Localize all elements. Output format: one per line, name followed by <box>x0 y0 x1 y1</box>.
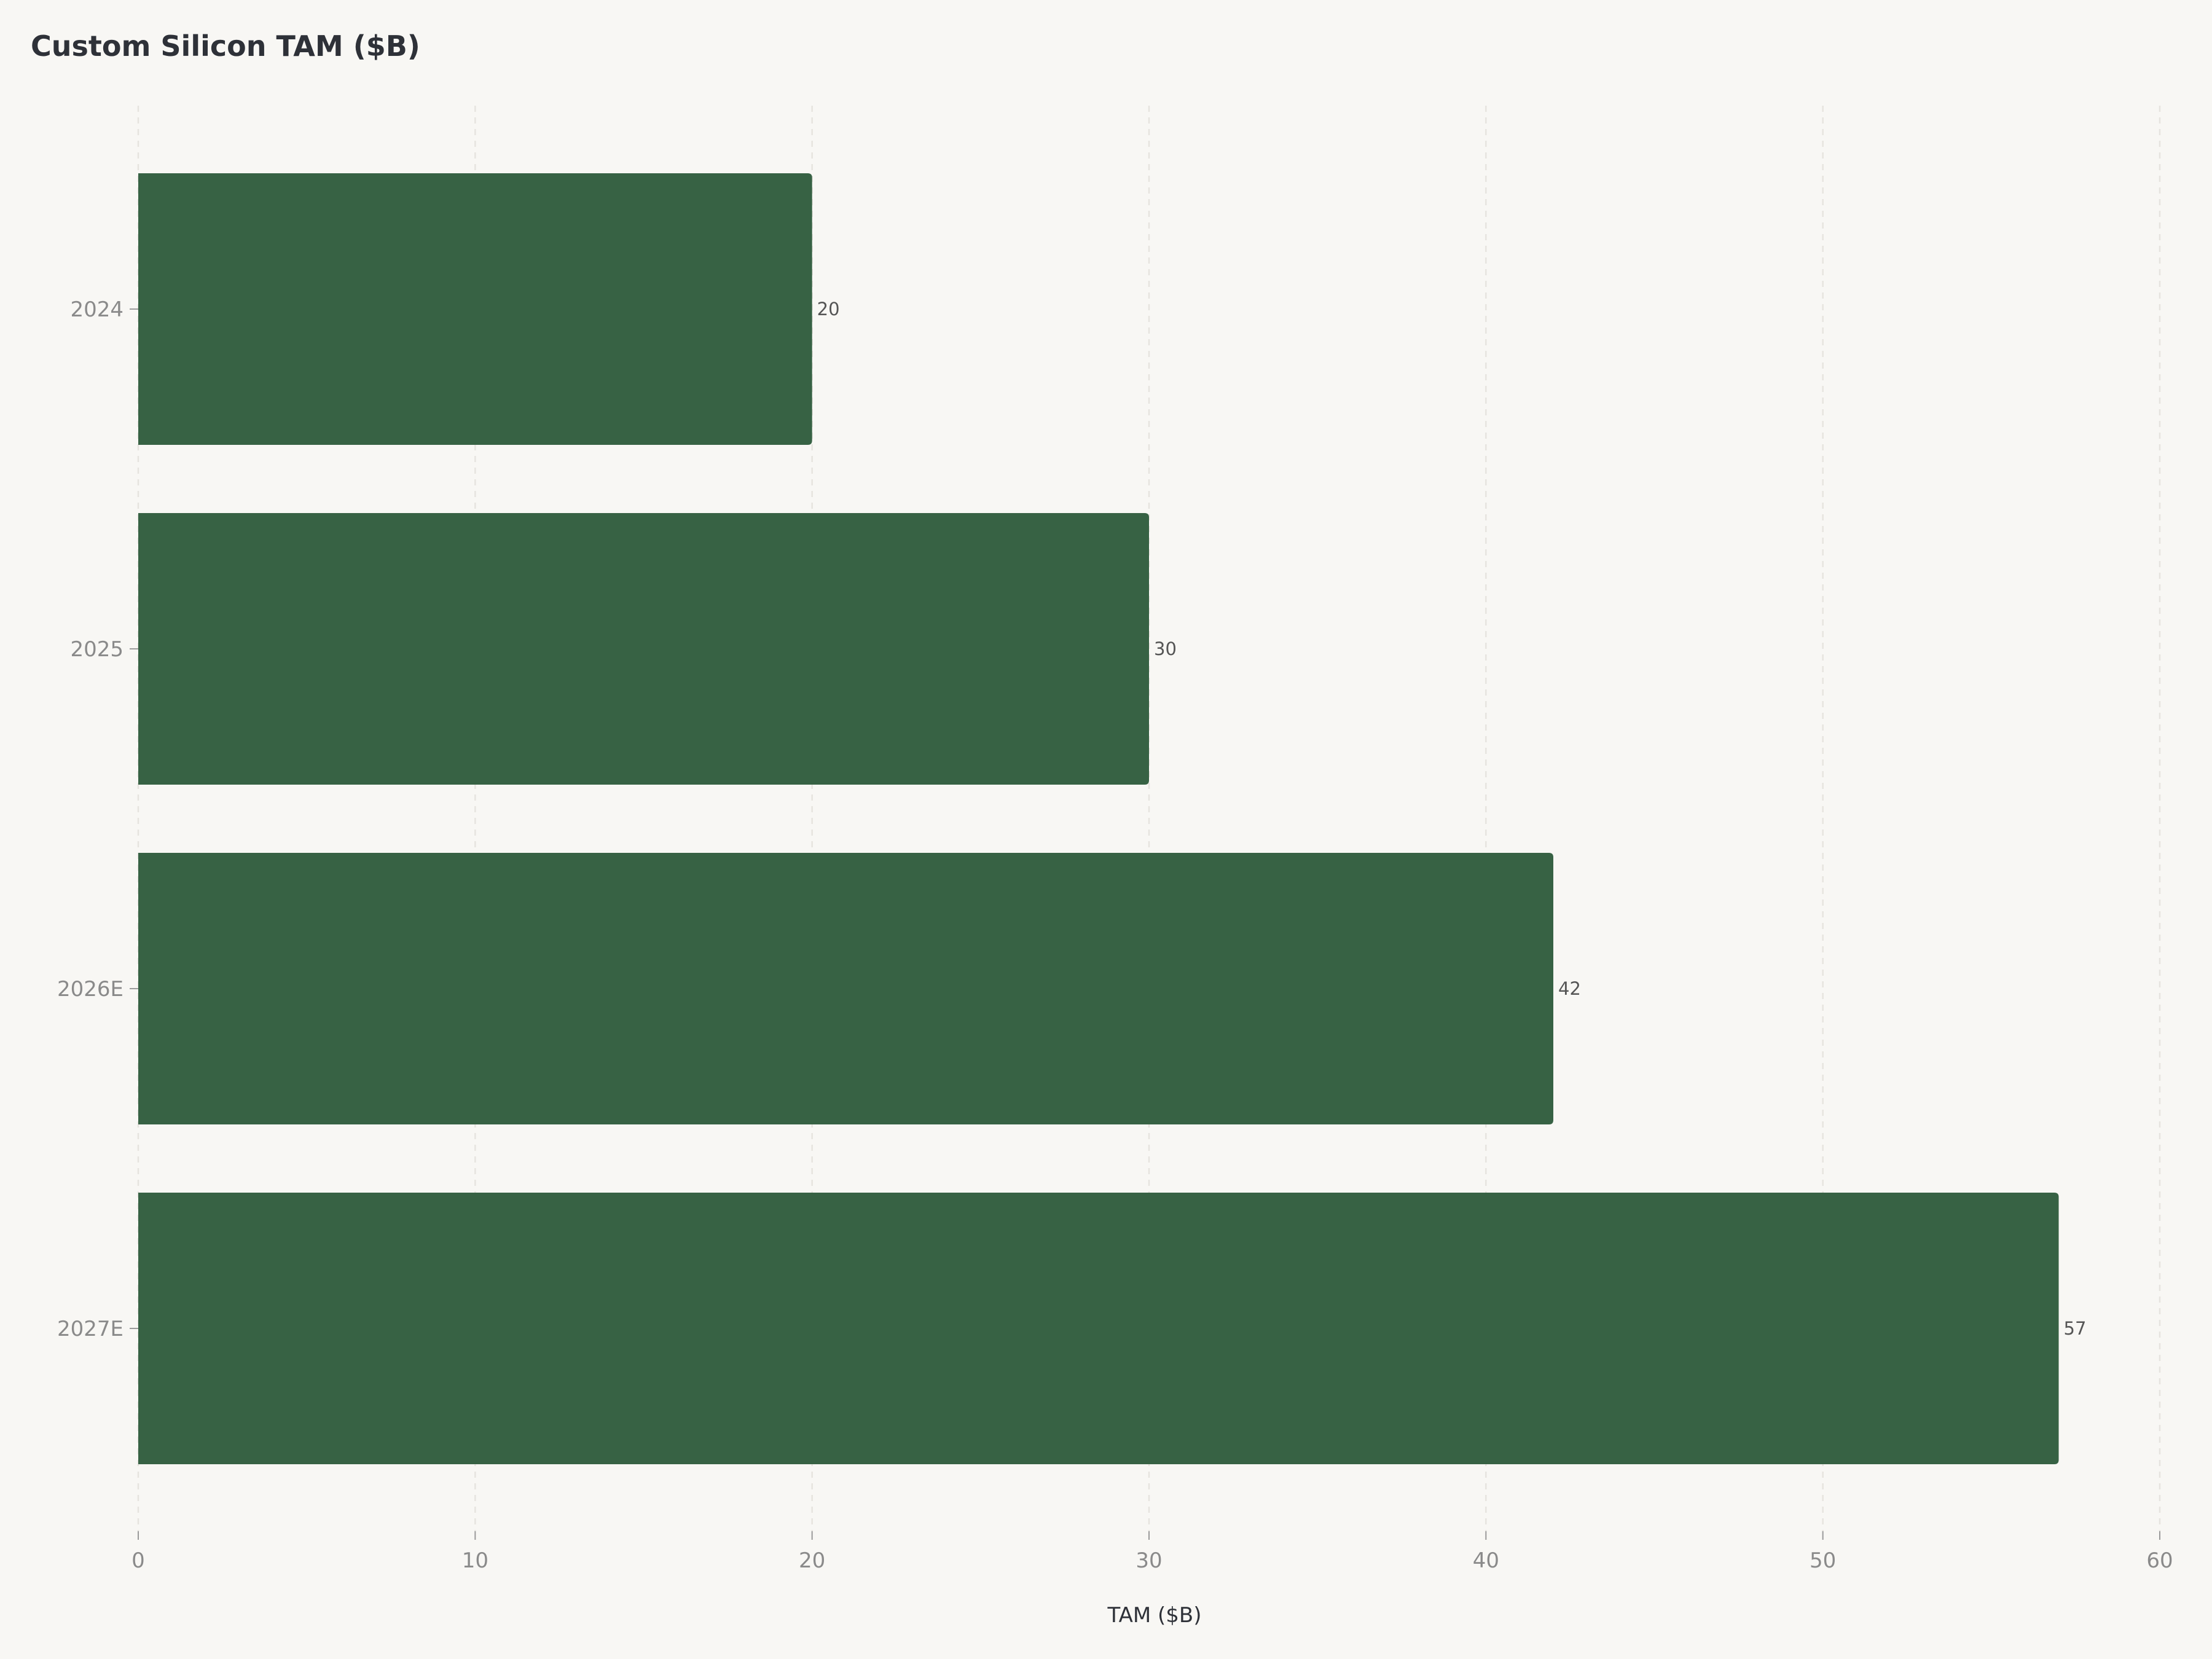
x-tick-label-40: 40 <box>1473 1548 1499 1573</box>
bar-2026E <box>138 853 1553 1124</box>
y-tick-label-2025: 2025 <box>70 637 124 662</box>
x-tick-label-50: 50 <box>1810 1548 1836 1573</box>
value-label-2026E: 42 <box>1558 978 1581 999</box>
x-axis-ticks: 0 10 20 30 40 50 60 <box>131 1531 2173 1573</box>
value-label-2025: 30 <box>1154 638 1177 659</box>
y-axis-ticks: 2024 2025 2026E 2027E <box>57 297 138 1341</box>
bar-2024 <box>138 173 812 445</box>
bar-2025 <box>138 513 1149 785</box>
y-tick-label-2024: 2024 <box>70 297 124 322</box>
x-axis-title: TAM ($B) <box>1107 1603 1201 1628</box>
x-tick-label-30: 30 <box>1135 1548 1162 1573</box>
y-tick-label-2027E: 2027E <box>57 1317 124 1341</box>
x-tick-label-0: 0 <box>131 1548 145 1573</box>
bars <box>138 173 2059 1464</box>
value-label-2024: 20 <box>817 299 840 320</box>
x-tick-label-10: 10 <box>462 1548 488 1573</box>
x-tick-label-60: 60 <box>2146 1548 2173 1573</box>
value-labels: 20 30 42 57 <box>817 299 2087 1339</box>
x-tick-label-20: 20 <box>799 1548 825 1573</box>
value-label-2027E: 57 <box>2064 1318 2087 1339</box>
bar-2027E <box>138 1193 2059 1464</box>
chart-title: Custom Silicon TAM ($B) <box>31 29 420 63</box>
y-tick-label-2026E: 2026E <box>57 977 124 1002</box>
